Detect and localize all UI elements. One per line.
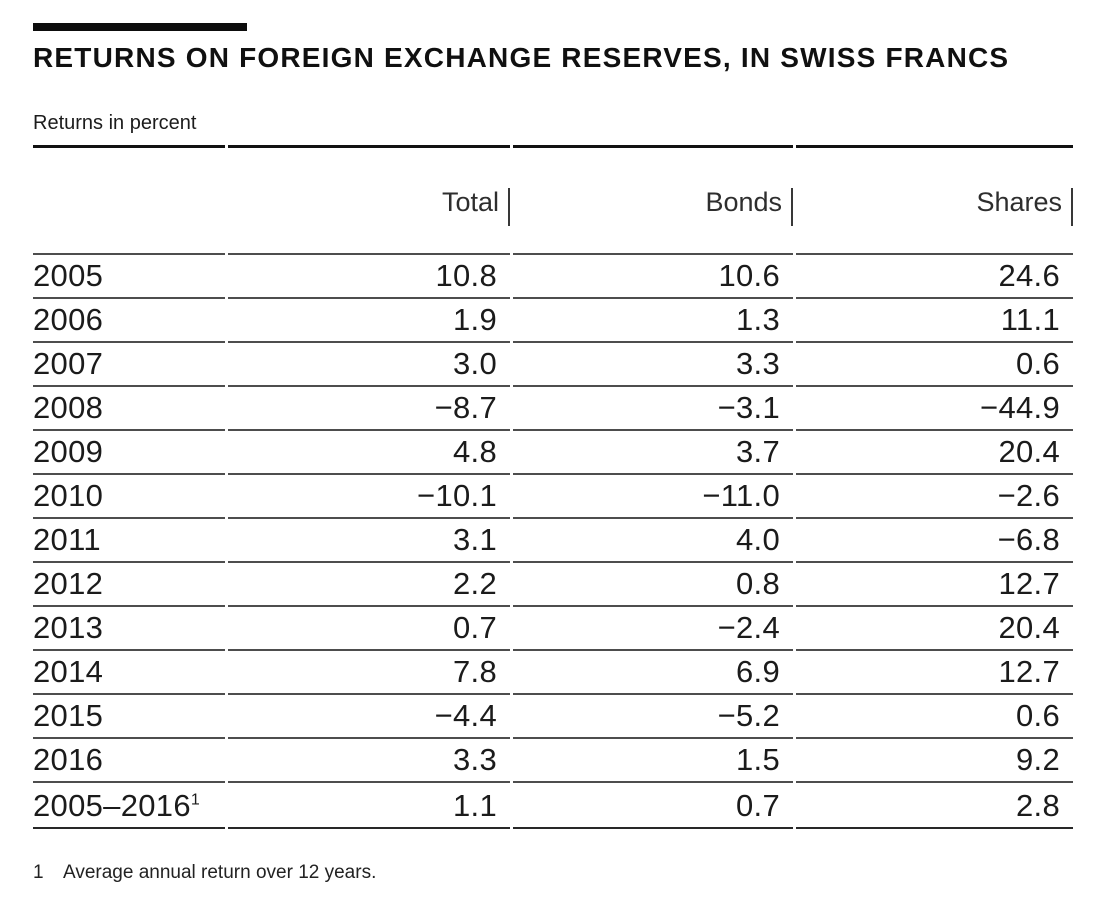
bonds-cell: −11.0 [513,473,793,517]
footnote-marker: 1 [33,862,44,883]
year-cell: 2012 [33,561,225,605]
total-cell: 3.3 [228,737,510,781]
column-divider-tick [508,188,510,226]
table-row-2005: 2005 10.8 10.6 24.6 [33,253,1073,297]
column-header-total: Total [228,145,510,253]
shares-cell: 0.6 [796,341,1073,385]
year-cell: 2010 [33,473,225,517]
total-cell: 0.7 [228,605,510,649]
year-cell: 2015 [33,693,225,737]
column-header-label: Bonds [705,187,782,217]
table-row-2011: 2011 3.1 4.0 −6.8 [33,517,1073,561]
bonds-cell: −5.2 [513,693,793,737]
total-cell: 10.8 [228,253,510,297]
total-cell: 1.9 [228,297,510,341]
year-cell: 2009 [33,429,225,473]
total-cell: 4.8 [228,429,510,473]
total-cell: −8.7 [228,385,510,429]
column-divider-tick [1071,188,1073,226]
shares-cell: 2.8 [796,781,1073,829]
shares-cell: −2.6 [796,473,1073,517]
table-row-2010: 2010 −10.1 −11.0 −2.6 [33,473,1073,517]
table-row-2006: 2006 1.9 1.3 11.1 [33,297,1073,341]
column-header-bonds: Bonds [513,145,793,253]
bonds-cell: 10.6 [513,253,793,297]
bonds-cell: −3.1 [513,385,793,429]
column-header-shares: Shares [796,145,1073,253]
year-cell: 2008 [33,385,225,429]
total-cell: −4.4 [228,693,510,737]
bonds-cell: 0.7 [513,781,793,829]
bonds-cell: 3.7 [513,429,793,473]
table-row-average-2005-2016: 2005–20161 1.1 0.7 2.8 [33,781,1073,829]
year-cell: 2014 [33,649,225,693]
total-cell: 3.0 [228,341,510,385]
shares-cell: 9.2 [796,737,1073,781]
table-row-2013: 2013 0.7 −2.4 20.4 [33,605,1073,649]
shares-cell: 20.4 [796,429,1073,473]
shares-cell: 0.6 [796,693,1073,737]
table-row-2012: 2012 2.2 0.8 12.7 [33,561,1073,605]
shares-cell: −6.8 [796,517,1073,561]
year-cell: 2007 [33,341,225,385]
total-cell: −10.1 [228,473,510,517]
title-accent-bar [33,23,247,31]
table-row-2016: 2016 3.3 1.5 9.2 [33,737,1073,781]
year-range-label: 2005–2016 [33,788,191,823]
returns-table: Total Bonds Shares 2005 10.8 10.6 24.6 2… [33,145,1073,829]
table-header-row: Total Bonds Shares [33,145,1073,253]
shares-cell: 24.6 [796,253,1073,297]
column-header-label: Total [441,187,499,217]
bonds-cell: 0.8 [513,561,793,605]
year-cell: 2005–20161 [33,781,225,829]
year-cell: 2006 [33,297,225,341]
bonds-cell: 3.3 [513,341,793,385]
bonds-cell: 6.9 [513,649,793,693]
footnote-reference: 1 [190,791,201,809]
table-row-2009: 2009 4.8 3.7 20.4 [33,429,1073,473]
table-subtitle: Returns in percent [33,112,197,134]
shares-cell: 11.1 [796,297,1073,341]
shares-cell: −44.9 [796,385,1073,429]
table-row-2007: 2007 3.0 3.3 0.6 [33,341,1073,385]
total-cell: 2.2 [228,561,510,605]
bonds-cell: 4.0 [513,517,793,561]
bonds-cell: −2.4 [513,605,793,649]
table-row-2008: 2008 −8.7 −3.1 −44.9 [33,385,1073,429]
shares-cell: 20.4 [796,605,1073,649]
shares-cell: 12.7 [796,649,1073,693]
bonds-cell: 1.5 [513,737,793,781]
total-cell: 1.1 [228,781,510,829]
table-row-2014: 2014 7.8 6.9 12.7 [33,649,1073,693]
column-header-year [33,145,225,253]
year-cell: 2005 [33,253,225,297]
column-divider-tick [791,188,793,226]
total-cell: 7.8 [228,649,510,693]
footnote-text: Average annual return over 12 years. [63,862,377,883]
table-body: 2005 10.8 10.6 24.6 2006 1.9 1.3 11.1 20… [33,253,1073,829]
column-header-label: Shares [976,187,1062,217]
year-cell: 2011 [33,517,225,561]
total-cell: 3.1 [228,517,510,561]
table-row-2015: 2015 −4.4 −5.2 0.6 [33,693,1073,737]
footnote: 1 Average annual return over 12 years. [33,862,376,884]
shares-cell: 12.7 [796,561,1073,605]
bonds-cell: 1.3 [513,297,793,341]
page-title: RETURNS ON FOREIGN EXCHANGE RESERVES, IN… [33,42,1010,73]
year-cell: 2016 [33,737,225,781]
year-cell: 2013 [33,605,225,649]
